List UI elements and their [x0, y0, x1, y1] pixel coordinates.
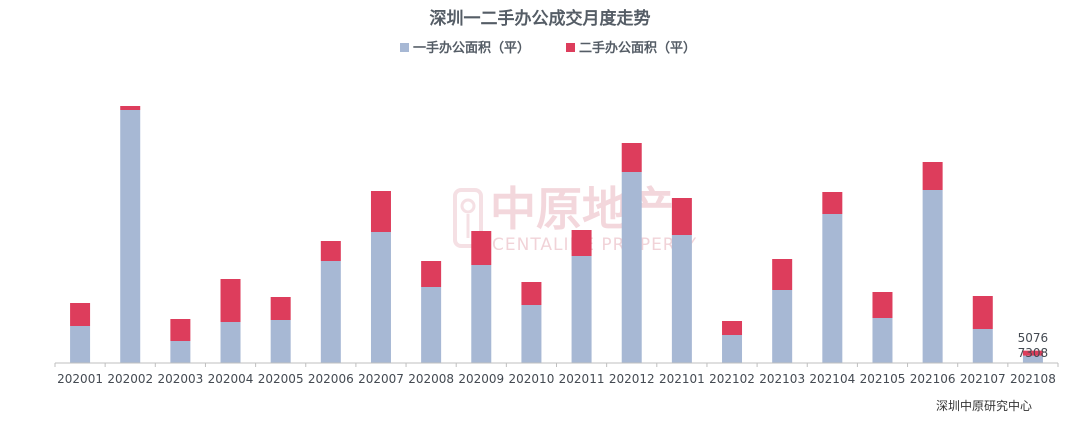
watermark-text-en: CENTALINE PROPERTY — [492, 235, 697, 255]
x-tick-label: 202008 — [408, 372, 454, 386]
bar-new-202103 — [772, 290, 793, 363]
bar-resale-202104 — [822, 192, 843, 214]
x-axis: 202001 202002 202003 202004 202005 202006 2020… — [54, 363, 1059, 386]
x-tick-label: 202102 — [709, 372, 755, 386]
bar-new-202106 — [922, 190, 943, 363]
bar-new-202002 — [120, 110, 141, 363]
data-label-202108-0: 5076 — [1018, 331, 1049, 345]
bar-new-202004 — [220, 322, 241, 363]
legend: 一手办公面积（平） 二手办公面积（平） — [400, 40, 696, 56]
watermark-logo-icon — [453, 188, 483, 248]
x-tick-label: 202011 — [559, 372, 605, 386]
bar-new-202006 — [320, 261, 341, 363]
data-label-202108-1: 7308 — [1018, 346, 1049, 360]
x-tick-label: 202006 — [308, 372, 354, 386]
x-tick-label: 202108 — [1010, 372, 1056, 386]
x-tick-label: 202101 — [659, 372, 705, 386]
bar-resale-202011 — [571, 230, 592, 256]
bar-resale-202105 — [872, 292, 893, 318]
bar-resale-202108 — [1022, 350, 1043, 356]
bar-new-202008 — [421, 287, 442, 363]
bar-resale-202005 — [270, 297, 291, 320]
x-tick-label: 202012 — [609, 372, 655, 386]
bar-resale-202103 — [772, 259, 793, 290]
bar-new-202104 — [822, 214, 843, 363]
x-tick-label: 202007 — [358, 372, 404, 386]
bar-new-202105 — [872, 318, 893, 363]
x-tick-label: 202003 — [157, 372, 203, 386]
bar-new-202012 — [621, 172, 642, 363]
bar-resale-202012 — [621, 143, 642, 172]
bar-resale-202001 — [70, 303, 91, 326]
legend-swatch-new — [400, 43, 409, 52]
x-tick-label: 202002 — [107, 372, 153, 386]
bar-resale-202007 — [370, 191, 391, 232]
bar-new-202001 — [70, 326, 91, 363]
bar-new-202102 — [722, 335, 743, 363]
bar-resale-202008 — [421, 261, 442, 287]
watermark-text-cn: 中原地产 — [490, 182, 674, 236]
bar-new-202011 — [571, 256, 592, 363]
legend-label-resale: 二手办公面积（平） — [579, 40, 696, 56]
bar-resale-202010 — [521, 282, 542, 305]
bar-new-202007 — [370, 232, 391, 363]
legend-swatch-resale — [566, 43, 575, 52]
x-tick-label: 202010 — [509, 372, 555, 386]
x-tick-label: 202004 — [208, 372, 254, 386]
x-tick-label: 202001 — [57, 372, 103, 386]
bar-new-202107 — [972, 329, 993, 363]
watermark: 中原地产 CENTALINE PROPERTY — [453, 182, 697, 255]
x-tick-label: 202009 — [458, 372, 504, 386]
chart-title: 深圳一二手办公成交月度走势 — [430, 8, 651, 29]
x-tick-label: 202107 — [960, 372, 1006, 386]
bar-new-202003 — [170, 341, 191, 363]
bar-new-202108 — [1022, 355, 1043, 363]
x-tick-label: 202105 — [860, 372, 906, 386]
bar-resale-202101 — [671, 198, 692, 235]
x-tick-label: 202104 — [809, 372, 855, 386]
bar-resale-202107 — [972, 296, 993, 329]
x-tick-label: 202103 — [759, 372, 805, 386]
bar-resale-202002 — [120, 106, 141, 110]
bar-resale-202106 — [922, 162, 943, 190]
bar-new-202101 — [671, 235, 692, 363]
legend-label-new: 一手办公面积（平） — [413, 40, 530, 56]
bar-resale-202004 — [220, 279, 241, 322]
bar-new-202010 — [521, 305, 542, 363]
x-tick-label: 202005 — [258, 372, 304, 386]
bar-new-202005 — [270, 320, 291, 363]
bar-resale-202003 — [170, 319, 191, 341]
bar-new-202009 — [471, 265, 492, 363]
bars-layer — [70, 106, 1043, 363]
bar-resale-202009 — [471, 231, 492, 265]
x-tick-label: 202106 — [910, 372, 956, 386]
bar-resale-202102 — [722, 321, 743, 335]
source-note: 深圳中原研究中心 — [936, 398, 1032, 413]
bar-resale-202006 — [320, 241, 341, 261]
